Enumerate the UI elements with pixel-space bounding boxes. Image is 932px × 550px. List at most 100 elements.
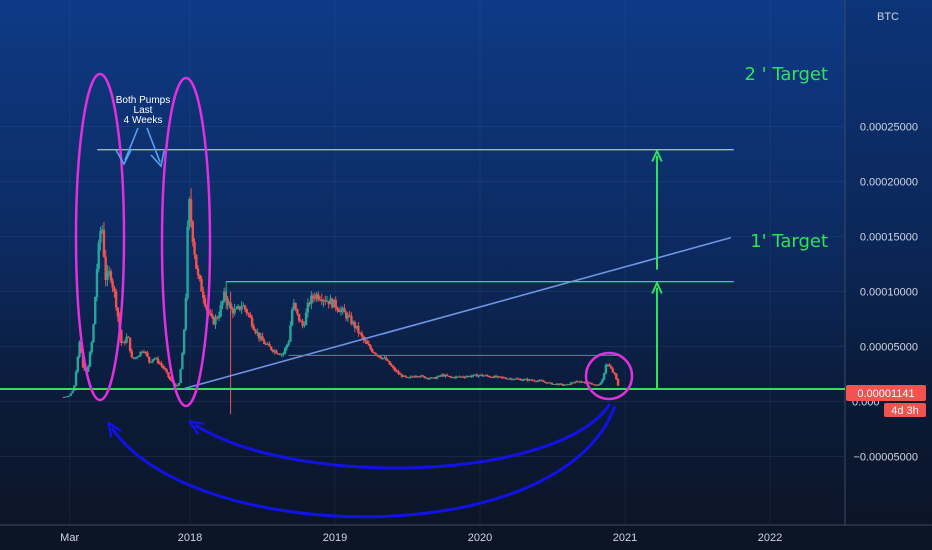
candle-body (336, 307, 339, 311)
candle-body (393, 367, 397, 371)
target-label-2: 2 ' Target (744, 64, 828, 85)
cycle-arrow-to-first-pump[interactable] (112, 405, 617, 519)
candle-body (616, 379, 620, 386)
candle-body (615, 373, 618, 380)
candle-body (236, 306, 240, 309)
candle-body (421, 375, 425, 377)
candle-body (209, 313, 212, 315)
candle-body (257, 332, 261, 339)
grid-lines (0, 0, 845, 525)
candle-body (453, 377, 456, 379)
candle-body (113, 287, 116, 292)
candle-body (470, 376, 473, 378)
candle-body (327, 300, 330, 305)
candle-body (568, 384, 571, 386)
note-line-1: Both Pumps (116, 95, 170, 106)
candle-body (604, 365, 608, 374)
candle-body (357, 325, 360, 333)
candle-body (88, 352, 92, 367)
candle-body (334, 299, 337, 308)
note-arrow-right-head (150, 150, 165, 168)
candle-body (540, 380, 543, 382)
candle-body (482, 375, 486, 377)
candle-body (472, 374, 475, 377)
candle-body (250, 317, 254, 327)
note-arrow-left[interactable] (124, 127, 139, 161)
candle-body (367, 343, 371, 346)
candle-body (67, 395, 71, 397)
time-axis-panel[interactable] (0, 526, 932, 550)
candle-body (582, 381, 585, 383)
candle-body (97, 242, 100, 269)
chart-drawings (0, 72, 845, 519)
candle-body (109, 271, 113, 281)
candle-body (242, 305, 245, 307)
candle-body (296, 308, 299, 314)
candle-body (595, 384, 599, 386)
candle-body (282, 352, 285, 355)
candle-body (510, 378, 513, 380)
candle-body (515, 378, 519, 380)
candle-body (566, 384, 569, 386)
candle-body (552, 384, 555, 386)
x-tick-label: 2019 (323, 532, 347, 544)
current-price-circle[interactable] (584, 351, 634, 401)
cycle-arrow-to-second-pump[interactable] (195, 403, 612, 470)
candle-body (114, 291, 118, 308)
candle-body (587, 381, 590, 383)
candle-body (423, 376, 426, 379)
candle-body (369, 345, 372, 350)
candle-body (252, 326, 256, 331)
candle-body (534, 381, 538, 383)
candle-body (576, 381, 580, 383)
candle-body (62, 396, 66, 398)
current-price-box (846, 385, 926, 401)
candle-body (503, 377, 506, 379)
candle-body (317, 294, 320, 300)
candle-body (339, 309, 343, 312)
candle-body (508, 378, 512, 380)
candle-body (71, 390, 74, 394)
candle-body (543, 381, 547, 383)
x-tick-label: 2018 (178, 532, 202, 544)
candle-body (609, 366, 613, 369)
candle-body (161, 365, 165, 369)
candle-body (390, 364, 393, 367)
candle-body (331, 298, 334, 308)
candle-body (466, 375, 470, 377)
candle-body (294, 302, 297, 309)
candle-body (383, 357, 386, 359)
candle-body (486, 375, 489, 377)
candle-body (541, 380, 545, 382)
candle-body (583, 382, 587, 384)
candle-body (613, 372, 616, 374)
candle-body (186, 226, 189, 299)
candle-body (489, 376, 493, 378)
candle-body (548, 382, 552, 384)
candle-body (249, 314, 252, 318)
candle-body (92, 324, 95, 343)
candle-body (121, 342, 125, 344)
candle-body (106, 272, 109, 281)
candle-body (155, 358, 158, 360)
candle-body (446, 374, 449, 376)
price-axis-panel[interactable] (845, 0, 932, 525)
pump-ellipse-1[interactable] (74, 72, 126, 402)
candle-body (461, 376, 465, 378)
candle-body (228, 304, 231, 306)
candle-body (386, 360, 390, 362)
candle-body (364, 340, 367, 342)
pump-ellipse-2[interactable] (160, 76, 212, 408)
candle-body (430, 377, 433, 379)
candle-body (522, 379, 526, 381)
candle-body (245, 309, 249, 314)
note-arrow-right[interactable] (146, 127, 161, 163)
candle-body (458, 376, 461, 378)
candle-body (524, 378, 527, 380)
candle-body (365, 341, 369, 344)
candle-body (184, 298, 188, 330)
candle-body (99, 231, 102, 243)
candle-body (536, 380, 540, 382)
trend-line[interactable] (182, 236, 732, 390)
candlestick-series (62, 188, 620, 415)
